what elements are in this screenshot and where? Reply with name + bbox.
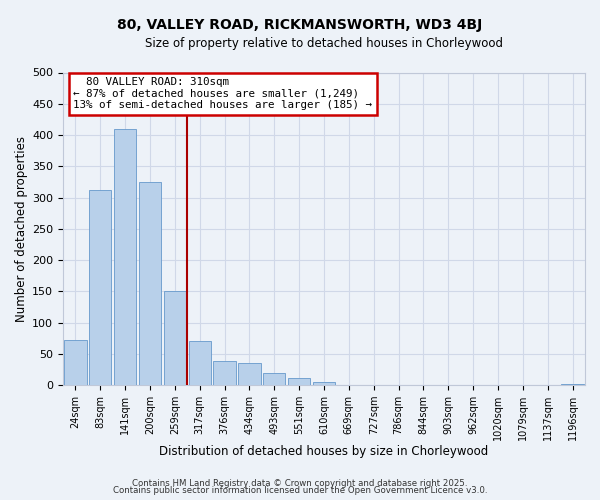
Bar bbox=[164, 292, 186, 385]
Bar bbox=[214, 362, 236, 385]
Text: 80, VALLEY ROAD, RICKMANSWORTH, WD3 4BJ: 80, VALLEY ROAD, RICKMANSWORTH, WD3 4BJ bbox=[118, 18, 482, 32]
Bar bbox=[263, 372, 286, 385]
Text: Contains public sector information licensed under the Open Government Licence v3: Contains public sector information licen… bbox=[113, 486, 487, 495]
Bar bbox=[313, 382, 335, 385]
Y-axis label: Number of detached properties: Number of detached properties bbox=[15, 136, 28, 322]
X-axis label: Distribution of detached houses by size in Chorleywood: Distribution of detached houses by size … bbox=[160, 444, 488, 458]
Title: Size of property relative to detached houses in Chorleywood: Size of property relative to detached ho… bbox=[145, 38, 503, 51]
Bar bbox=[288, 378, 310, 385]
Bar bbox=[89, 190, 112, 385]
Bar bbox=[238, 364, 260, 385]
Bar bbox=[562, 384, 584, 385]
Bar bbox=[64, 340, 86, 385]
Text: Contains HM Land Registry data © Crown copyright and database right 2025.: Contains HM Land Registry data © Crown c… bbox=[132, 478, 468, 488]
Bar bbox=[114, 129, 136, 385]
Bar bbox=[188, 342, 211, 385]
Text: 80 VALLEY ROAD: 310sqm
← 87% of detached houses are smaller (1,249)
13% of semi-: 80 VALLEY ROAD: 310sqm ← 87% of detached… bbox=[73, 77, 373, 110]
Bar bbox=[139, 182, 161, 385]
